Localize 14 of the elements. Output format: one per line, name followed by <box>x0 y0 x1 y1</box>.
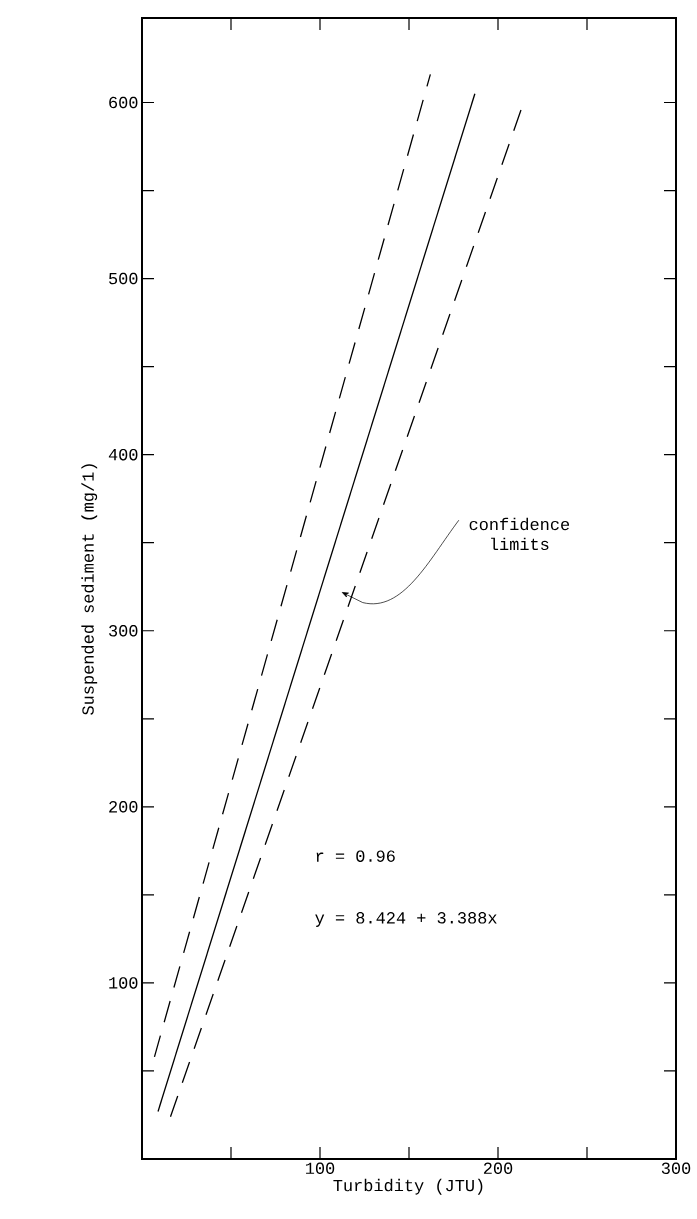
y-tick-label: 600 <box>109 96 138 109</box>
y-tick-label: 400 <box>108 448 138 461</box>
y-tick-label: 500 <box>109 272 138 285</box>
x-tick-label: 200 <box>483 1162 513 1175</box>
annotation: y = 8.424 + 3.388x <box>315 912 497 927</box>
y-tick-label: 100 <box>109 977 138 989</box>
y-axis-title: Suspended sediment (mg/1) <box>81 464 98 715</box>
annotation: r = 0.96 <box>316 850 395 862</box>
y-tick-label: 300 <box>109 624 138 637</box>
y-tick-label: 200 <box>109 801 138 813</box>
x-axis-title: Turbidity (JTU) <box>333 1178 483 1195</box>
x-tick-label: 100 <box>305 1162 335 1175</box>
annotation: confidence limits <box>469 517 570 551</box>
x-tick-label: 300 <box>661 1162 691 1175</box>
